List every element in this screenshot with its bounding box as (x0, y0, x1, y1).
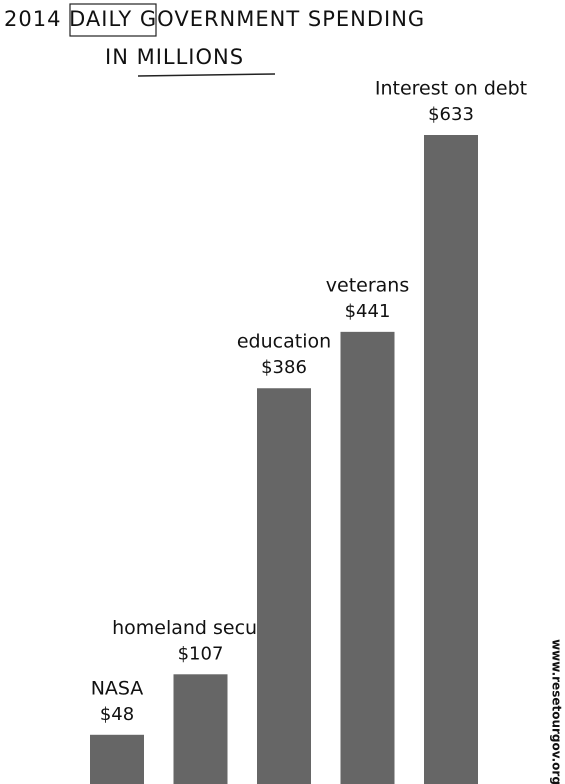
chart-subtitle: IN MILLIONS (105, 45, 244, 69)
value-label: $633 (428, 104, 474, 125)
source: www.resetourgov.org (550, 639, 564, 784)
bar (424, 135, 478, 784)
title-highlight-box (69, 3, 157, 37)
bar (90, 734, 144, 784)
bar (257, 388, 311, 784)
bar (173, 674, 228, 784)
category-label: veterans (326, 274, 409, 296)
value-label: $48 (100, 704, 134, 725)
chart-title: 2014 DAILY GOVERNMENT SPENDING (4, 7, 425, 31)
value-label: $386 (261, 357, 307, 378)
value-label: $441 (345, 301, 391, 322)
bar (340, 331, 395, 784)
subtitle-underline (137, 73, 276, 77)
category-label: homeland security (112, 617, 289, 639)
category-label: education (237, 331, 331, 353)
category-label: NASA (91, 677, 144, 699)
value-label: $107 (178, 643, 224, 664)
category-label: Interest on debt (375, 78, 527, 100)
